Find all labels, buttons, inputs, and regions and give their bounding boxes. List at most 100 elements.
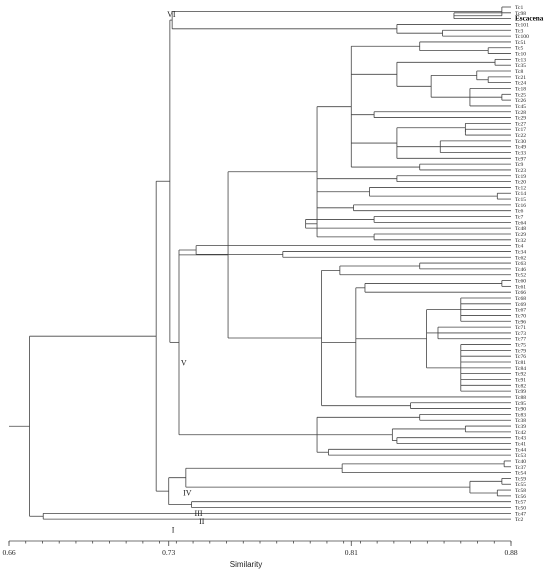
leaf-label: Tc69 [515,302,526,308]
leaf-label: Tc62 [515,255,526,261]
leaf-label: Tc9 [515,162,524,168]
leaf-label: Tc7 [515,215,524,221]
leaf-label: Tc40 [515,459,526,465]
leaf-label: Tc15 [515,197,526,203]
leaf-label: Tc8 [515,69,524,75]
leaf-label: Tc81 [515,360,526,366]
axis-tick-label: 0.81 [345,548,358,557]
leaf-label: Tc25 [515,92,526,98]
leaf-label: Tc37 [515,465,526,471]
leaf-label: Tc67 [515,308,526,314]
leaf-label: Tc54 [515,471,526,477]
cluster-label: IV [183,489,192,498]
leaf-label: Tc14 [515,191,526,197]
leaf-label: Tc38 [515,418,526,424]
leaf-label: Tc88 [515,395,526,401]
leaf-label: Tc73 [515,331,526,337]
leaf-label: Tc16 [515,203,526,209]
leaf-label: Tc18 [515,86,526,92]
leaf-label: Tc57 [515,500,526,506]
leaf-label: Tc83 [515,412,526,418]
cluster-label: III [195,509,203,518]
leaf-label: Tc71 [515,325,526,331]
cluster-label: V [181,358,187,367]
cluster-label: I [172,525,175,534]
leaf-label: Tc56 [515,494,526,500]
leaf-label: Tc44 [515,447,526,453]
leaf-label: Tc64 [515,220,526,226]
leaf-label: Tc50 [515,506,526,512]
leaf-label: Tc4 [515,244,524,250]
leaf-label: Tc46 [515,267,526,273]
leaf-label: Tc48 [515,226,526,232]
cluster-label: II [199,517,205,526]
leaf-label: Tc32 [515,238,526,244]
leaf-label: Tc90 [515,407,526,413]
leaf-label: Tc35 [515,63,526,69]
leaf-label: Tc95 [515,401,526,407]
leaf-label: Tc29 [515,232,526,238]
axis-tick-label: 0.66 [2,548,15,557]
leaf-label: Tc19 [515,174,526,180]
leaf-label: Tc1 [515,5,524,11]
axis-tick-label: 0.73 [162,548,175,557]
leaf-label: Tc30 [515,139,526,145]
leaf-label: Tc68 [515,296,526,302]
leaf-label: Tc100 [515,34,529,40]
leaf-label: Tc12 [515,185,526,191]
leaf-label: Tc2 [515,517,524,523]
leaf-label: Tc53 [515,453,526,459]
leaf-label: Tc97 [515,156,526,162]
leaf-label: Tc21 [515,75,526,81]
leaf-label: Tc92 [515,372,526,378]
axis-title: Similarity [230,560,262,569]
leaf-label: Tc13 [515,57,526,63]
leaf-label: Tc60 [515,279,526,285]
leaf-label: Tc24 [515,81,526,87]
leaf-label: Tc79 [515,348,526,354]
leaf-label: Tc75 [515,343,526,349]
dendrogram-branches [9,6,511,520]
similarity-axis: 0.66 0.73 0.81 0.88 Similarity [2,540,518,569]
axis-tick-label: 0.88 [504,548,517,557]
leaf-label: Tc10 [515,52,526,58]
leaf-label: Tc45 [515,104,526,110]
leaf-label: Tc27 [515,121,526,127]
leaf-label: Tc39 [515,424,526,430]
leaf-label: Tc96 [515,319,526,325]
leaf-label: Tc43 [515,436,526,442]
leaf-label: Tc33 [515,151,526,157]
leaf-label: Tc34 [515,249,526,255]
leaf-label: Tc63 [515,261,526,267]
leaf-label: Tc3 [515,28,524,34]
leaf-label: Escacena [515,15,544,23]
leaf-label: Tc61 [515,284,526,290]
leaf-labels: Tc1Tc98EscacenaTc101Tc3Tc100Tc51Tc5Tc10T… [515,5,544,523]
leaf-label: Tc42 [515,430,526,436]
leaf-label: Tc52 [515,273,526,279]
leaf-label: Tc101 [515,22,529,28]
leaf-label: Tc59 [515,476,526,482]
leaf-label: Tc58 [515,488,526,494]
leaf-label: Tc17 [515,127,526,133]
leaf-label: Tc5 [515,46,524,52]
leaf-label: Tc41 [515,442,526,448]
leaf-label: Tc99 [515,389,526,395]
leaf-label: Tc28 [515,110,526,116]
leaf-label: Tc22 [515,133,526,139]
cluster-label: VI [167,10,176,19]
axis-ticks: 0.66 0.73 0.81 0.88 [2,541,518,557]
leaf-label: Tc55 [515,482,526,488]
leaf-label: Tc77 [515,337,526,343]
leaf-label: Tc70 [515,313,526,319]
leaf-label: Tc51 [515,40,526,46]
leaf-label: Tc6 [515,209,524,215]
leaf-label: Tc23 [515,168,526,174]
leaf-label: Tc66 [515,290,526,296]
leaf-label: Tc47 [515,511,526,517]
leaf-label: Tc26 [515,98,526,104]
leaf-label: Tc82 [515,383,526,389]
leaf-label: Tc76 [515,354,526,360]
